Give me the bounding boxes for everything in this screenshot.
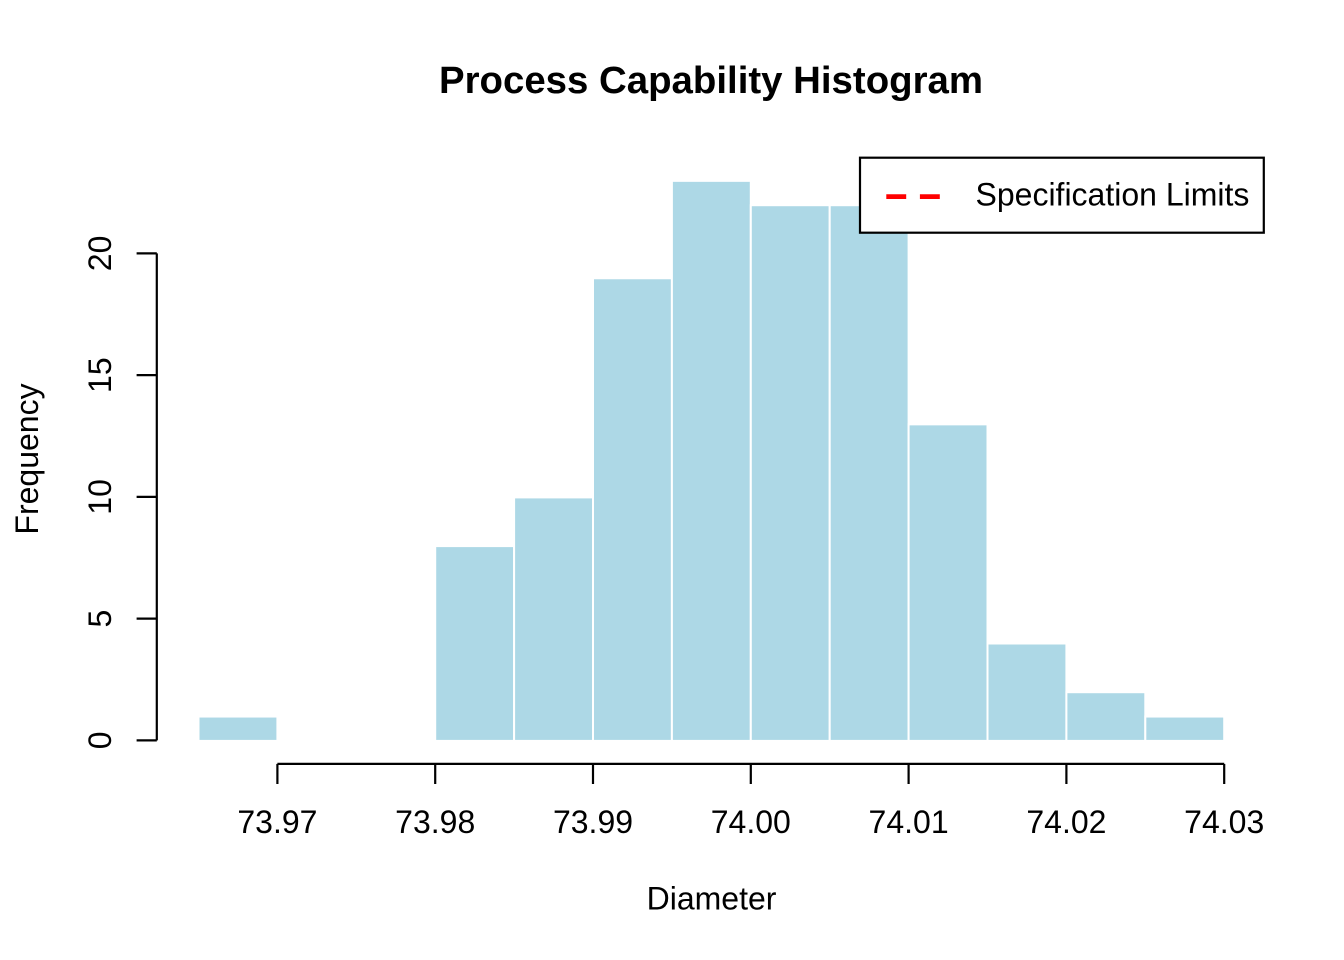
svg-text:20: 20 xyxy=(82,236,118,272)
svg-text:73.98: 73.98 xyxy=(395,804,475,840)
svg-text:Process Capability Histogram: Process Capability Histogram xyxy=(439,59,983,102)
svg-text:5: 5 xyxy=(82,610,118,628)
svg-text:73.97: 73.97 xyxy=(237,804,317,840)
svg-text:74.01: 74.01 xyxy=(869,804,949,840)
svg-text:74.02: 74.02 xyxy=(1026,804,1106,840)
svg-text:74.00: 74.00 xyxy=(711,804,791,840)
svg-text:0: 0 xyxy=(82,732,118,750)
svg-text:10: 10 xyxy=(82,479,118,515)
svg-text:73.99: 73.99 xyxy=(553,804,633,840)
svg-text:Frequency: Frequency xyxy=(9,383,45,534)
svg-text:Specification Limits: Specification Limits xyxy=(976,177,1250,213)
svg-text:74.03: 74.03 xyxy=(1184,804,1264,840)
svg-text:15: 15 xyxy=(82,357,118,393)
svg-text:Diameter: Diameter xyxy=(647,881,777,917)
